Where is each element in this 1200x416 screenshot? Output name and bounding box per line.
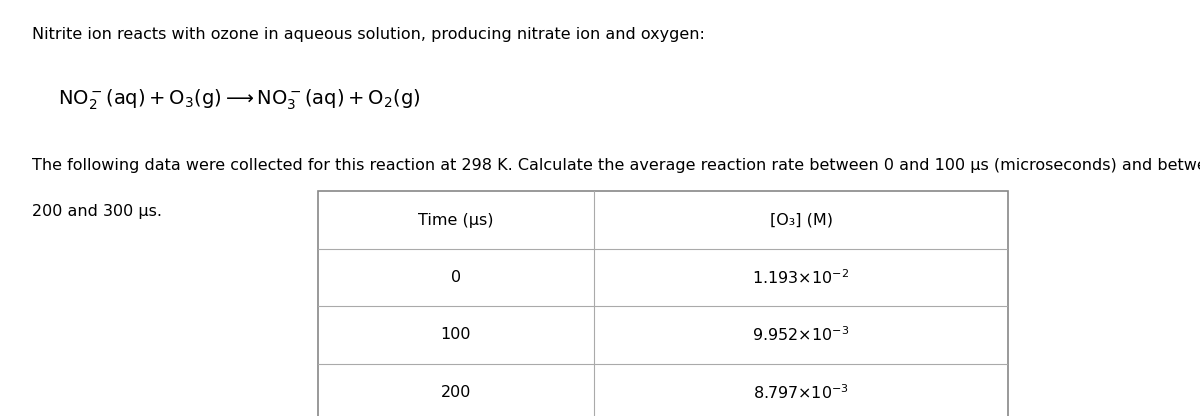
Text: The following data were collected for this reaction at 298 K. Calculate the aver: The following data were collected for th… [32, 158, 1200, 173]
Text: [O₃] (M): [O₃] (M) [769, 213, 833, 228]
Text: 100: 100 [440, 327, 472, 342]
Text: 9.952×10$^{-3}$: 9.952×10$^{-3}$ [752, 326, 850, 344]
Text: 0: 0 [451, 270, 461, 285]
Text: 200: 200 [440, 385, 472, 400]
Text: Nitrite ion reacts with ozone in aqueous solution, producing nitrate ion and oxy: Nitrite ion reacts with ozone in aqueous… [32, 27, 706, 42]
Text: $\mathrm{NO_2^-(aq) + O_3(g) \longrightarrow NO_3^-(aq) + O_2(g)}$: $\mathrm{NO_2^-(aq) + O_3(g) \longrighta… [58, 87, 420, 112]
Text: 8.797×10$^{-3}$: 8.797×10$^{-3}$ [754, 383, 848, 401]
Text: 200 and 300 μs.: 200 and 300 μs. [32, 204, 162, 219]
Text: 1.193×10$^{-2}$: 1.193×10$^{-2}$ [752, 268, 850, 287]
Text: Time (μs): Time (μs) [419, 213, 493, 228]
